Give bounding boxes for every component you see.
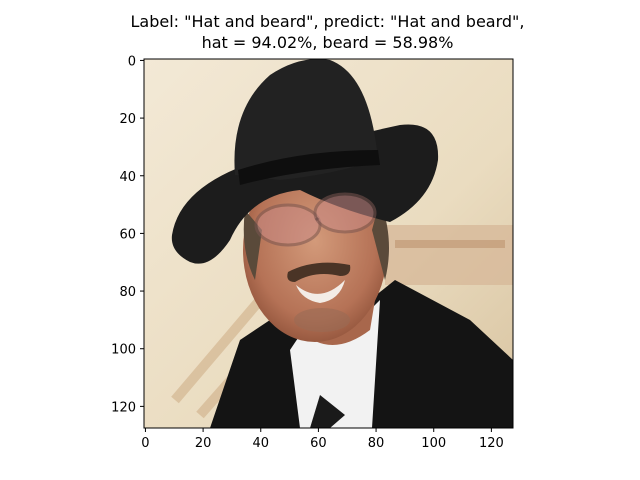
x-tick-label: 120	[479, 436, 504, 451]
x-tick-label: 100	[421, 436, 446, 451]
smile	[296, 280, 345, 303]
glasses-left-lens	[254, 203, 322, 247]
photo-image	[144, 59, 513, 428]
axes-frame	[143, 58, 514, 429]
y-tick-label: 60	[119, 227, 136, 242]
x-axis: 0 20 40 60 80 100 120	[141, 428, 504, 451]
tie	[310, 395, 345, 428]
x-tick-label: 0	[141, 436, 149, 451]
x-tick-label: 60	[310, 436, 327, 451]
beard-stubble	[294, 308, 350, 332]
y-tick-label: 40	[119, 170, 136, 185]
mustache	[287, 262, 351, 282]
y-tick-label: 0	[128, 54, 136, 69]
x-tick-label: 80	[368, 436, 385, 451]
plot-title-line-1: Label: "Hat and beard", predict: "Hat an…	[130, 12, 525, 31]
y-tick-label: 120	[111, 400, 136, 415]
x-tick-label: 40	[252, 436, 269, 451]
x-tick-label: 20	[195, 436, 212, 451]
glasses-right-lens	[313, 192, 377, 234]
hat-band	[238, 150, 380, 185]
y-tick-label: 20	[119, 112, 136, 127]
y-tick-label: 80	[119, 285, 136, 300]
glasses-bridge	[314, 216, 320, 222]
y-axis: 0 20 40 60 80 100 120	[111, 54, 144, 415]
hat-crown	[234, 59, 378, 180]
wall-panel	[385, 225, 513, 285]
y-tick-label: 100	[111, 343, 136, 358]
wall-stripe	[395, 240, 505, 248]
plot-title-line-2: hat = 94.02%, beard = 58.98%	[201, 33, 454, 52]
